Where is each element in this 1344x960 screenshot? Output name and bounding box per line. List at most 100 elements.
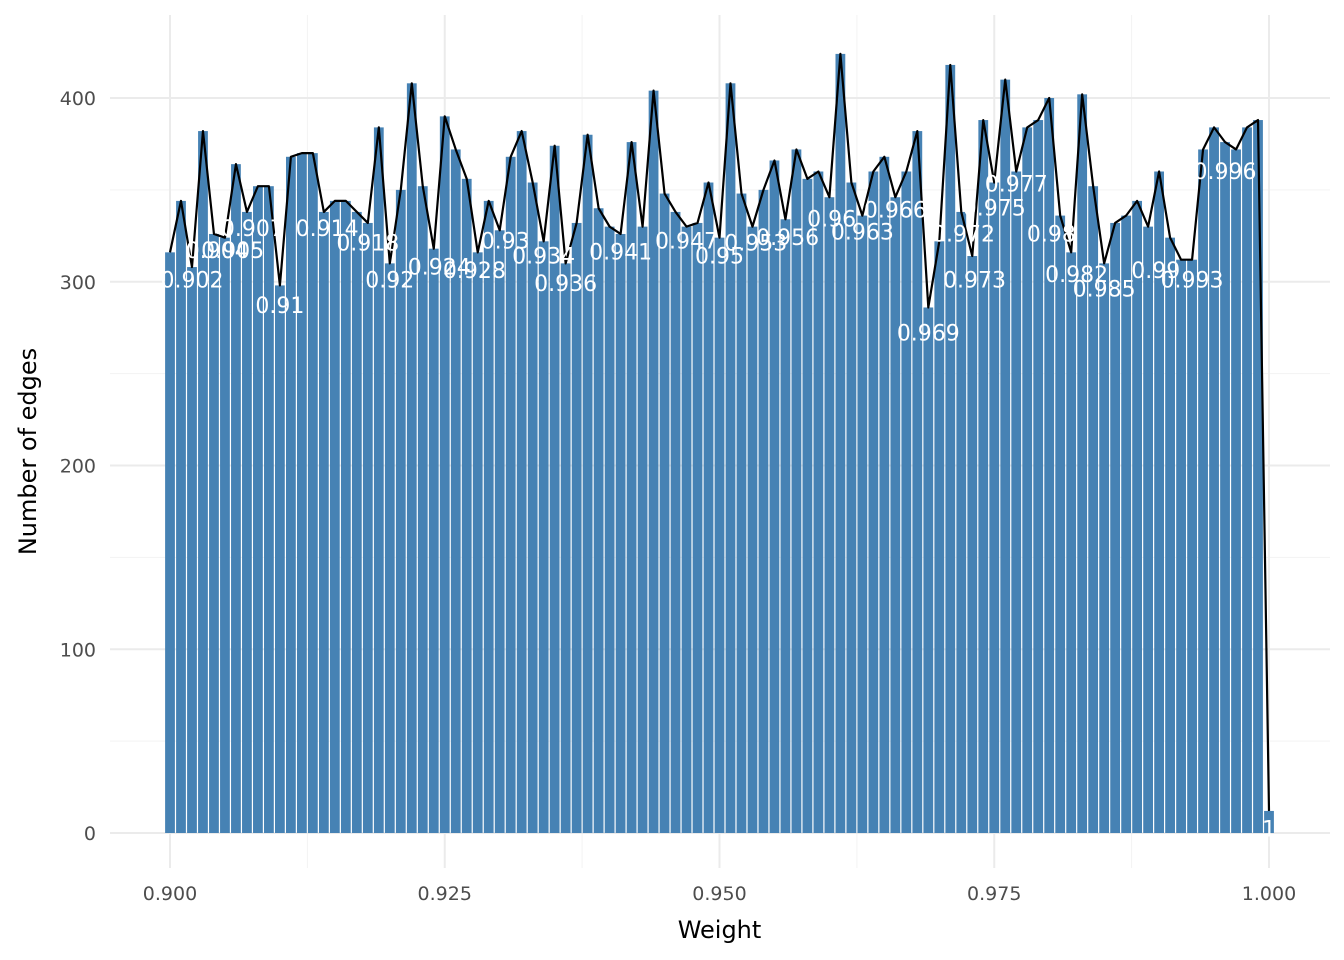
bar (351, 211, 362, 834)
bar (714, 237, 725, 833)
bar (329, 200, 340, 833)
y-tick-label: 400 (60, 88, 96, 110)
bar-value-label: 0.99 (1131, 259, 1180, 284)
bar (253, 186, 263, 833)
bar (373, 127, 384, 833)
bar (1033, 120, 1044, 834)
x-tick-label: 0.950 (692, 883, 746, 905)
bar (1176, 259, 1186, 833)
bar-value-label: 1 (1262, 818, 1276, 843)
bar-value-label: 0.928 (443, 259, 506, 284)
bar-value-label: 0.973 (943, 268, 1006, 293)
bar-value-label: 0.969 (897, 322, 960, 347)
bar-value-label: 0.92 (365, 268, 414, 293)
bar (1198, 149, 1208, 833)
bar (307, 153, 318, 833)
bar (494, 230, 505, 834)
bar (725, 83, 736, 834)
bar (813, 171, 824, 833)
x-tick-label: 0.925 (418, 883, 472, 905)
bar (780, 219, 791, 833)
bar-value-label: 0.907 (221, 217, 284, 242)
y-tick-label: 0 (84, 823, 96, 845)
bar (934, 241, 945, 833)
x-axis-title: Weight (678, 916, 762, 944)
bar (198, 131, 208, 833)
bar (648, 90, 659, 833)
bar-value-label: 0.936 (534, 272, 597, 297)
bar-value-label: 0.963 (831, 220, 894, 245)
bar (220, 237, 230, 833)
bar (483, 200, 494, 833)
bar-value-label: 0.985 (1073, 277, 1136, 302)
bar (890, 197, 901, 834)
bar (923, 307, 934, 834)
bar (505, 156, 516, 834)
bar-value-label: 0.924 (408, 255, 471, 280)
bar (406, 83, 417, 834)
y-axis-tick-labels: 0 100 200 300 400 (60, 88, 96, 845)
count-line-path (168, 52, 1271, 811)
bar (1154, 171, 1164, 833)
bar-value-label: 0.95 (695, 244, 744, 269)
bar (1099, 263, 1110, 833)
bar (1187, 259, 1197, 833)
bar (1088, 186, 1099, 833)
bar (231, 164, 241, 833)
y-tick-label: 100 (60, 639, 96, 661)
x-tick-label: 0.975 (967, 883, 1021, 905)
bar (461, 178, 472, 834)
bar (472, 252, 483, 834)
bar (571, 222, 582, 833)
bar (1253, 120, 1263, 834)
bar (868, 171, 879, 833)
bar (824, 197, 835, 834)
bar-value-label: 0.993 (1161, 268, 1224, 293)
bar (428, 248, 439, 834)
bar (1055, 215, 1066, 834)
bar-value-label: 0.947 (655, 230, 718, 255)
bar-value-label: 0.982 (1045, 263, 1108, 288)
bar-value-label: 0.96 (807, 208, 856, 233)
bar (1209, 127, 1219, 833)
bar (593, 208, 604, 833)
bar (275, 285, 285, 833)
bar-value-label: 0.93 (481, 230, 530, 255)
bar (1044, 98, 1055, 833)
bar-value-label: 0.91 (255, 294, 304, 319)
bar-value-label: 0.98 (1027, 222, 1076, 247)
bar-value-label: 0.956 (756, 226, 819, 251)
bar-value-label: 0.941 (589, 241, 652, 266)
bar (1022, 127, 1033, 833)
bar (791, 149, 802, 833)
bar (296, 153, 307, 833)
x-axis-tick-labels: 0.900 0.925 0.950 0.975 1.000 (143, 883, 1296, 905)
bar (176, 200, 186, 833)
bar-value-label: 0.904 (186, 239, 249, 264)
bar (1132, 200, 1143, 833)
bar-value-label: 0.975 (963, 197, 1026, 222)
bar (989, 182, 1000, 833)
bar (318, 211, 329, 834)
bar (615, 233, 626, 834)
bar (681, 226, 692, 833)
bar (538, 241, 549, 833)
bar (362, 222, 373, 833)
bar (901, 171, 912, 833)
bar (527, 182, 538, 833)
bar (835, 53, 846, 833)
bar (264, 186, 274, 833)
bar (758, 189, 769, 833)
bar (626, 142, 637, 834)
bar (857, 215, 868, 834)
bar (582, 134, 593, 833)
bar (384, 263, 395, 833)
bar (692, 222, 703, 833)
bar (395, 189, 406, 833)
bar-value-label: 0.902 (160, 268, 223, 293)
x-tick-label: 0.900 (143, 883, 197, 905)
bar (956, 211, 967, 834)
bar (978, 120, 989, 834)
bar (659, 193, 670, 834)
bar-value-label: 0.996 (1194, 160, 1257, 185)
